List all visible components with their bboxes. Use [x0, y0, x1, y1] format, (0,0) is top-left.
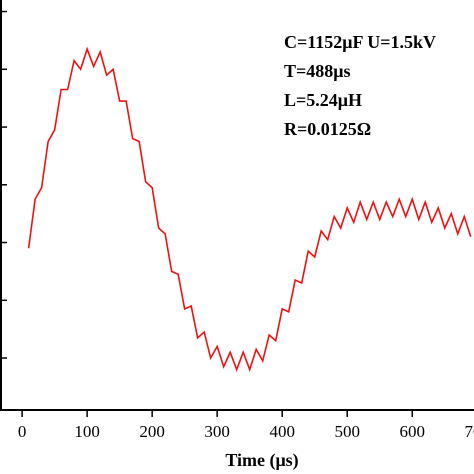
annotations: C=1152μF U=1.5kV T=488μs L=5.24μH R=0.01…	[284, 32, 436, 139]
annotation: T=488μs	[284, 61, 350, 81]
annotation: L=5.24μH	[284, 90, 362, 110]
line	[27, 46, 472, 373]
x-tick-label: 400	[269, 422, 295, 441]
x-tick-label: 100	[74, 422, 100, 441]
x-tick-label: 300	[204, 422, 230, 441]
x-tick-label: 200	[139, 422, 165, 441]
annotation: R=0.0125Ω	[284, 119, 371, 139]
annotation: C=1152μF U=1.5kV	[284, 32, 436, 52]
x-tick-label: 600	[399, 422, 425, 441]
x-tick-label: 500	[334, 422, 360, 441]
x-tick-label: 700	[465, 422, 474, 441]
x-axis-label: Time (μs)	[225, 450, 298, 471]
x-tick-label: 0	[18, 422, 27, 441]
